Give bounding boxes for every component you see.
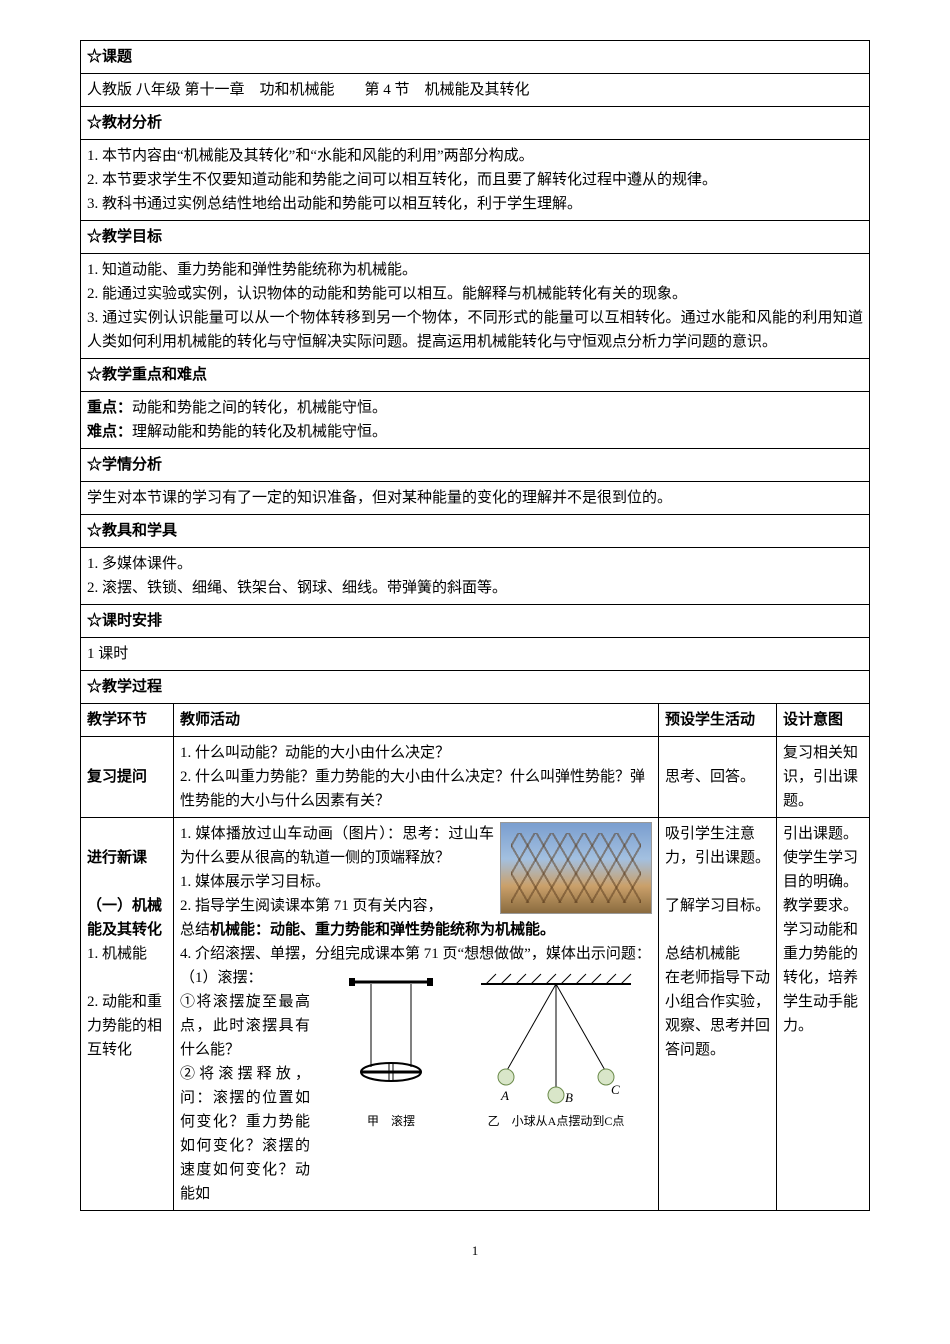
tools-line-2: 2. 滚摆、铁锁、细绳、铁架台、钢球、细线。带弹簧的斜面等。: [87, 576, 863, 600]
t-line-5: 4. 介绍滚摆、单摆，分组完成课本第 71 页“想想做做”，媒体出示问题：: [180, 942, 652, 966]
diagram-right-caption: 乙 小球从A点摆动到C点: [471, 1112, 641, 1131]
diagram-area: 甲 滚摆: [320, 972, 652, 1131]
key-label: 重点：: [87, 400, 132, 416]
goals-line-1: 1. 知道动能、重力势能和弹性势能统称为机械能。: [87, 258, 863, 282]
keypoints-header: ☆教学重点和难点: [81, 359, 870, 392]
label-A: A: [500, 1088, 509, 1103]
col-student-header: 预设学生活动: [659, 704, 777, 737]
diagram-simple-pendulum: A B C 乙 小球从A点摆动到C点: [471, 972, 641, 1131]
diff-label: 难点：: [87, 424, 132, 440]
table-row: 复习提问 1. 什么叫动能？动能的大小由什么决定？ 2. 什么叫重力势能？重力势…: [81, 737, 870, 818]
col-intent-header: 设计意图: [777, 704, 870, 737]
time-body: 1 课时: [81, 638, 870, 671]
material-line-3: 3. 教科书通过实例总结性地给出动能和势能可以相互转化，利于学生理解。: [87, 192, 863, 216]
review-intent: 复习相关知识，引出课题。: [777, 737, 870, 818]
material-line-2: 2. 本节要求学生不仅要知道动能和势能之间可以相互转化，而且要了解转化过程中遵从…: [87, 168, 863, 192]
col-stage-header: 教学环节: [81, 704, 174, 737]
material-header: ☆教材分析: [81, 107, 870, 140]
new-stage: 进行新课 （一）机械能及其转化 1. 机械能 2. 动能和重力势能的相互转化: [81, 818, 174, 1211]
t-line-6: （1）滚摆：: [180, 966, 310, 990]
key-text: 动能和势能之间的转化，机械能守恒。: [132, 400, 387, 416]
label-C: C: [611, 1082, 620, 1097]
review-student: 思考、回答。: [659, 737, 777, 818]
student-body: 学生对本节课的学习有了一定的知识准备，但对某种能量的变化的理解并不是很到位的。: [81, 482, 870, 515]
new-stage-sub-1: 1. 机械能: [87, 946, 147, 962]
goals-body: 1. 知道动能、重力势能和弹性势能统称为机械能。 2. 能通过实验或实例，认识物…: [81, 254, 870, 359]
review-teacher: 1. 什么叫动能？动能的大小由什么决定？ 2. 什么叫重力势能？重力势能的大小由…: [174, 737, 659, 818]
new-stage-label-2: （一）机械能及其转化: [87, 898, 162, 938]
col-teacher-header: 教师活动: [174, 704, 659, 737]
t-line-7: ①将滚摆旋至最高点，此时滚摆具有什么能？: [180, 990, 310, 1062]
new-stage-label-1: 进行新课: [87, 850, 147, 866]
new-stage-sub-2: 2. 动能和重力势能的相互转化: [87, 994, 162, 1058]
diagram-left-caption: 甲 滚摆: [331, 1112, 451, 1131]
t-line-4: 总结机械能：动能、重力势能和弹性势能统称为机械能。: [180, 918, 652, 942]
material-line-1: 1. 本节内容由“机械能及其转化”和“水能和风能的利用”两部分构成。: [87, 144, 863, 168]
roller-coaster-image: [500, 822, 652, 914]
keypoints-body: 重点：动能和势能之间的转化，机械能守恒。 难点：理解动能和势能的转化及机械能守恒…: [81, 392, 870, 449]
page-number: 1: [80, 1241, 870, 1262]
goals-line-2: 2. 能通过实验或实例，认识物体的动能和势能可以相互。能解释与机械能转化有关的现…: [87, 282, 863, 306]
diff-text: 理解动能和势能的转化及机械能守恒。: [132, 424, 387, 440]
t-line-4b: 机械能：动能、重力势能和弹性势能统称为机械能。: [210, 922, 555, 938]
new-intent: 引出课题。 使学生学习目的明确。 教学要求。 学习动能和重力势能的转化，培养学生…: [777, 818, 870, 1211]
process-header: ☆教学过程: [81, 671, 870, 704]
lesson-plan-table: ☆课题 人教版 八年级 第十一章 功和机械能 第 4 节 机械能及其转化 ☆教材…: [80, 40, 870, 1211]
topic-line: 人教版 八年级 第十一章 功和机械能 第 4 节 机械能及其转化: [81, 74, 870, 107]
goals-line-3: 3. 通过实例认识能量可以从一个物体转移到另一个物体，不同形式的能量可以互相转化…: [87, 306, 863, 354]
tools-line-1: 1. 多媒体课件。: [87, 552, 863, 576]
diagram-rolling-pendulum: 甲 滚摆: [331, 972, 451, 1131]
tools-header: ☆教具和学具: [81, 515, 870, 548]
review-stage: 复习提问: [81, 737, 174, 818]
table-row: 进行新课 （一）机械能及其转化 1. 机械能 2. 动能和重力势能的相互转化 1…: [81, 818, 870, 1211]
topic-header: ☆课题: [81, 41, 870, 74]
time-header: ☆课时安排: [81, 605, 870, 638]
material-body: 1. 本节内容由“机械能及其转化”和“水能和风能的利用”两部分构成。 2. 本节…: [81, 140, 870, 221]
student-header: ☆学情分析: [81, 449, 870, 482]
new-student: 吸引学生注意力，引出课题。 了解学习目标。 总结机械能 在老师指导下动小组合作实…: [659, 818, 777, 1211]
t-line-4a: 总结: [180, 922, 210, 938]
t-line-8: ②将滚摆释放，问：滚摆的位置如何变化？重力势能如何变化？滚摆的速度如何变化？动能…: [180, 1062, 310, 1206]
new-teacher: 1. 媒体播放过山车动画（图片）：思考：过山车为什么要从很高的轨道一侧的顶端释放…: [174, 818, 659, 1211]
tools-body: 1. 多媒体课件。 2. 滚摆、铁锁、细绳、铁架台、钢球、细线。带弹簧的斜面等。: [81, 548, 870, 605]
goals-header: ☆教学目标: [81, 221, 870, 254]
label-B: B: [565, 1090, 573, 1105]
